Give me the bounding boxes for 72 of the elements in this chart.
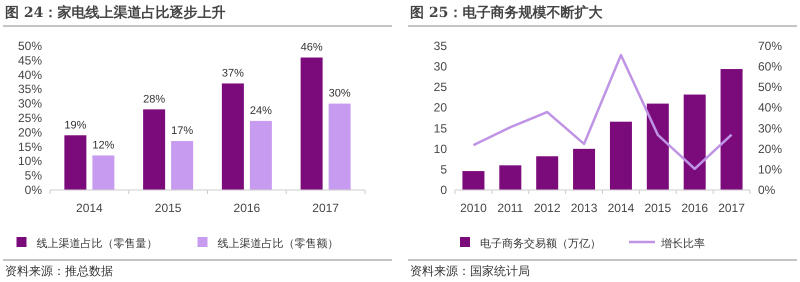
- y-tick-label: 5%: [24, 168, 42, 183]
- line-series: [472, 54, 733, 170]
- y-tick-label: 25: [434, 80, 448, 94]
- y2-tick-label: 20%: [758, 142, 782, 156]
- y2-tick-label: 0%: [758, 183, 776, 197]
- x-tick-label: 2011: [497, 201, 524, 215]
- data-label: 17%: [171, 125, 194, 138]
- y-tick-label: 35: [434, 39, 448, 53]
- bar: [171, 141, 194, 190]
- legend-label: 增长比率: [660, 237, 705, 250]
- x-tick-label: 2017: [718, 201, 746, 215]
- y-tick-label: 10: [434, 142, 448, 156]
- y-tick-label: 25%: [18, 111, 42, 125]
- y-tick-label: 45%: [18, 53, 42, 68]
- data-label: 24%: [250, 104, 272, 117]
- bar: [300, 58, 323, 190]
- y-tick-label: 20%: [18, 125, 42, 140]
- x-tick-label: 2010: [460, 201, 488, 215]
- y-tick-label: 15%: [18, 140, 42, 154]
- y-tick-label: 50%: [18, 39, 42, 53]
- x-tick-label: 2012: [534, 201, 561, 215]
- bar: [684, 94, 706, 190]
- text: 资料来源：国家统计局: [410, 264, 530, 278]
- bar: [222, 83, 244, 190]
- y-tick-label: 30%: [18, 96, 42, 111]
- x-tick-label: 2017: [312, 201, 340, 215]
- x-tick-label: 2015: [154, 201, 182, 215]
- y2-tick-label: 10%: [758, 162, 782, 176]
- data-label: 19%: [64, 119, 87, 132]
- x-tick-label: 2016: [681, 201, 708, 215]
- y-tick-label: 35%: [18, 82, 42, 96]
- y2-tick-label: 50%: [758, 80, 782, 94]
- legend-label: 电子商务交易额（万亿）: [480, 237, 601, 250]
- bar: [250, 120, 272, 190]
- y2-tick-label: 30%: [758, 121, 782, 136]
- y-tick-label: 20: [434, 100, 448, 115]
- y-tick-label: 5: [440, 162, 448, 176]
- y-tick-label: 15: [434, 121, 448, 136]
- x-tick-label: 2016: [234, 201, 261, 215]
- y2-tick-label: 40%: [758, 100, 782, 115]
- x-tick-label: 2014: [76, 201, 104, 215]
- chart-title: 图 24：家电线上渠道占比逐步上升: [5, 4, 226, 21]
- legend-label: 线上渠道占比（零售额）: [218, 237, 338, 250]
- y-tick-label: 0: [440, 183, 448, 197]
- bar: [92, 155, 114, 190]
- x-tick-label: 2015: [644, 201, 672, 215]
- y-tick-label: 10%: [18, 154, 42, 168]
- bar: [143, 109, 166, 190]
- data-label: 37%: [222, 67, 244, 80]
- x-tick-label: 2014: [608, 201, 635, 215]
- bar: [573, 148, 596, 190]
- chart-title: 图 25：电子商务规模不断扩大: [410, 4, 604, 21]
- y2-tick-label: 70%: [758, 39, 782, 53]
- bar: [536, 156, 558, 190]
- bar: [499, 165, 522, 190]
- y-tick-label: 0%: [24, 183, 42, 197]
- bar: [610, 122, 632, 190]
- bar: [328, 104, 351, 190]
- data-label: 46%: [300, 42, 323, 54]
- y-tick-label: 30: [434, 60, 448, 74]
- data-label: 30%: [328, 88, 351, 100]
- legend-label: 线上渠道占比（零售量）: [36, 237, 158, 250]
- bar: [462, 171, 484, 190]
- y2-tick-label: 60%: [758, 60, 782, 74]
- x-tick-label: 2013: [570, 201, 598, 215]
- bar: [720, 69, 743, 190]
- bar: [64, 135, 86, 190]
- text: 资料来源：推总数据: [5, 264, 113, 278]
- bar: [646, 104, 669, 190]
- y-tick-label: 40%: [18, 68, 42, 82]
- data-label: 28%: [143, 93, 166, 106]
- data-label: 12%: [92, 139, 115, 152]
